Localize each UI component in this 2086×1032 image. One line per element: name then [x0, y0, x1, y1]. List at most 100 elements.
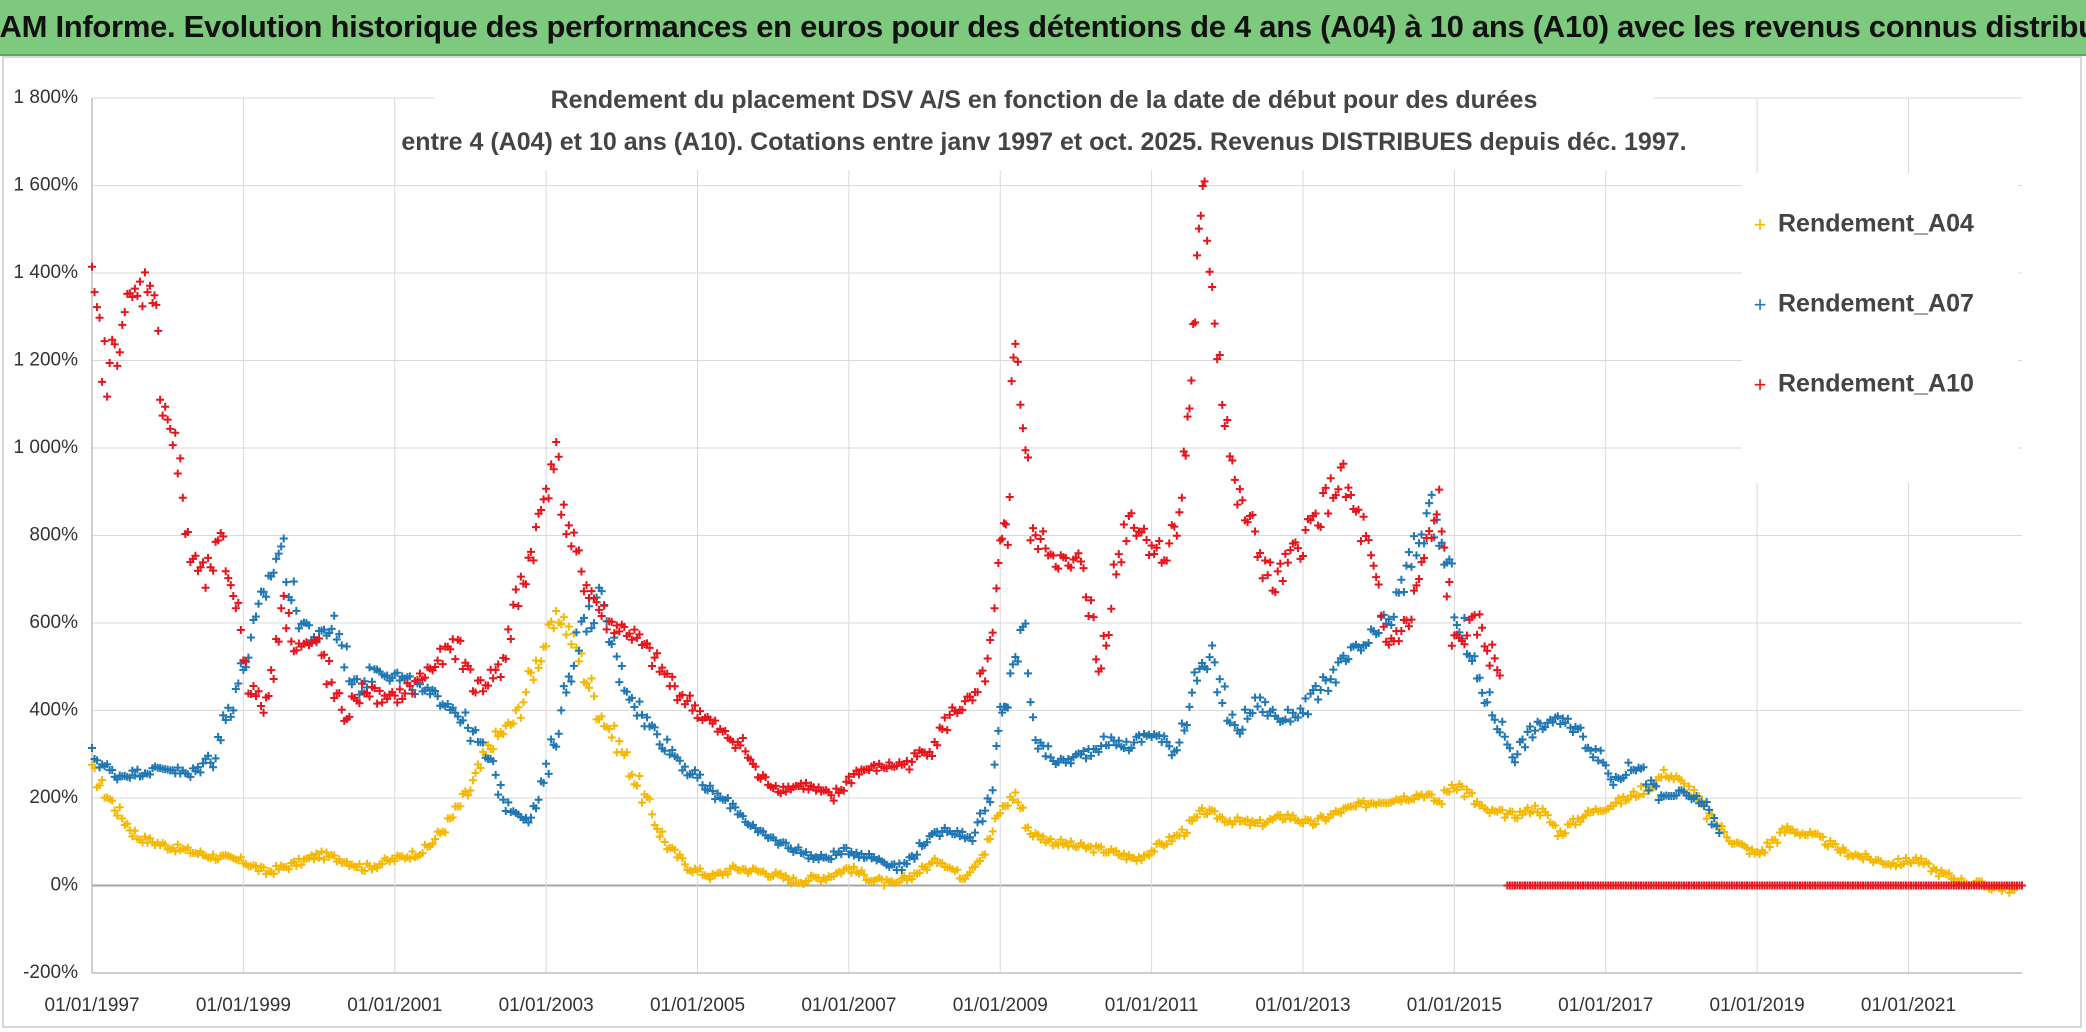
- data-point: [1194, 224, 1203, 233]
- data-point: [1276, 810, 1285, 819]
- data-point: [506, 635, 515, 644]
- data-point: [178, 493, 187, 502]
- data-point: [1177, 719, 1186, 728]
- data-point: [1044, 742, 1053, 751]
- data-point: [330, 851, 339, 860]
- data-point: [135, 277, 144, 286]
- data-point: [292, 606, 301, 615]
- data-point: [461, 708, 470, 717]
- data-point: [113, 361, 122, 370]
- data-point: [143, 288, 152, 297]
- data-point: [436, 644, 445, 653]
- data-point: [154, 326, 163, 335]
- data-point: [1720, 827, 1729, 836]
- legend-marker-a04: +: [1754, 212, 1767, 237]
- data-point: [1586, 746, 1595, 755]
- data-point: [1238, 725, 1247, 734]
- data-point: [708, 786, 717, 795]
- data-point: [582, 627, 591, 636]
- data-point: [110, 340, 119, 349]
- data-point: [1041, 544, 1050, 553]
- data-point: [688, 770, 697, 779]
- data-point: [832, 784, 841, 793]
- data-point: [567, 640, 576, 649]
- data-point: [1129, 523, 1138, 532]
- data-point: [1104, 630, 1113, 639]
- data-point: [539, 495, 548, 504]
- data-point: [776, 869, 785, 878]
- data-point: [1594, 756, 1603, 765]
- data-point: [1152, 543, 1161, 552]
- data-point: [431, 834, 440, 843]
- data-point: [1425, 499, 1434, 508]
- data-point: [643, 639, 652, 648]
- y-tick-label: 0%: [51, 875, 79, 896]
- data-point: [923, 865, 932, 874]
- data-point: [923, 838, 932, 847]
- data-point: [479, 738, 488, 747]
- data-point: [569, 528, 578, 537]
- data-point: [627, 770, 636, 779]
- data-point: [978, 666, 987, 675]
- data-point: [426, 690, 435, 699]
- data-point: [1039, 832, 1048, 841]
- data-point: [1172, 746, 1181, 755]
- data-point: [612, 652, 621, 661]
- data-point: [88, 744, 96, 753]
- data-point: [1256, 693, 1265, 702]
- data-point: [1475, 673, 1484, 682]
- data-point: [582, 581, 591, 590]
- data-point: [1917, 854, 1926, 863]
- data-point: [865, 849, 874, 858]
- data-point: [930, 854, 939, 863]
- data-point: [171, 847, 180, 856]
- data-point: [1193, 251, 1202, 260]
- x-tick-label: 01/01/2017: [1558, 995, 1653, 1016]
- data-point: [103, 760, 112, 769]
- data-point: [231, 684, 240, 693]
- data-point: [352, 675, 361, 684]
- data-point: [1291, 538, 1300, 547]
- data-point: [1203, 665, 1212, 674]
- data-point: [1089, 613, 1098, 622]
- data-point: [1298, 709, 1307, 718]
- data-point: [1013, 357, 1022, 366]
- data-point: [1177, 825, 1186, 834]
- data-point: [696, 707, 705, 716]
- data-point: [1437, 527, 1446, 536]
- data-point: [1316, 686, 1325, 695]
- data-point: [650, 653, 659, 662]
- data-point: [1006, 669, 1015, 678]
- data-point: [1692, 791, 1701, 800]
- data-point: [138, 302, 147, 311]
- data-point: [229, 592, 238, 601]
- data-point: [1452, 785, 1461, 794]
- data-point: [706, 781, 715, 790]
- data-point: [673, 696, 682, 705]
- data-point: [630, 703, 639, 712]
- data-point: [630, 625, 639, 634]
- x-tick-label: 01/01/2015: [1407, 995, 1502, 1016]
- data-point: [1311, 820, 1320, 829]
- data-point: [607, 617, 616, 626]
- data-point: [168, 441, 177, 450]
- data-point: [110, 806, 119, 815]
- data-point: [1387, 620, 1396, 629]
- data-point: [1029, 524, 1038, 533]
- data-point: [347, 680, 356, 689]
- data-point: [115, 803, 124, 812]
- data-point: [992, 584, 1001, 593]
- data-point: [1218, 698, 1227, 707]
- data-point: [1034, 830, 1043, 839]
- data-point: [1193, 676, 1202, 685]
- chart-title-line-2: entre 4 (A04) et 10 ans (A10). Cotations…: [401, 128, 1686, 156]
- data-point: [1049, 551, 1058, 560]
- data-point: [1412, 551, 1421, 560]
- data-point: [209, 566, 218, 575]
- data-point: [958, 827, 967, 836]
- data-point: [1190, 668, 1199, 677]
- data-point: [501, 654, 510, 663]
- data-point: [990, 604, 999, 613]
- data-point: [542, 759, 551, 768]
- data-point: [1478, 623, 1487, 632]
